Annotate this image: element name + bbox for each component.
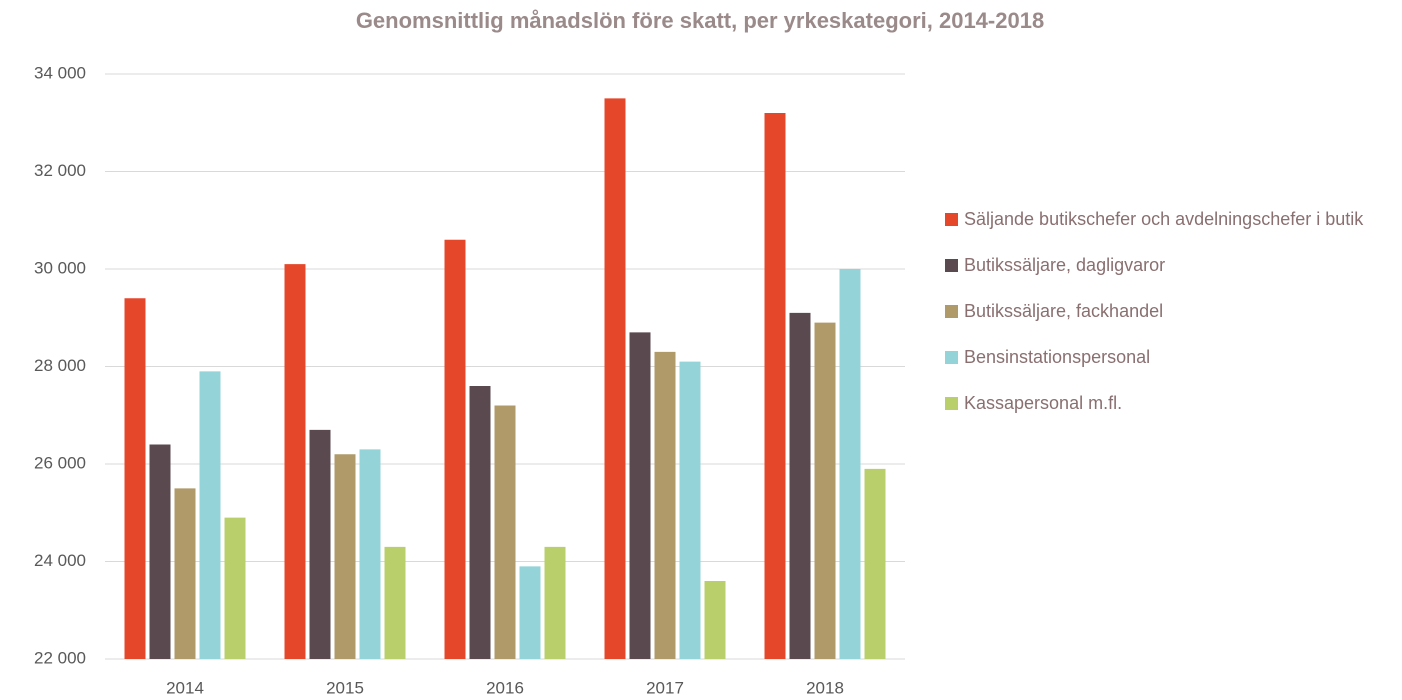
legend-swatch <box>945 351 958 364</box>
y-tick-label: 26 000 <box>34 453 86 472</box>
bar <box>334 454 356 659</box>
legend-swatch <box>945 305 958 318</box>
bar <box>384 546 406 659</box>
bar <box>814 322 836 659</box>
bar <box>494 405 516 659</box>
y-tick-label: 22 000 <box>34 648 86 667</box>
legend-item: Butikssäljare, dagligvaror <box>945 251 1385 279</box>
y-tick-label: 30 000 <box>34 258 86 277</box>
legend-item: Kassapersonal m.fl. <box>945 389 1385 417</box>
bar <box>704 581 726 659</box>
x-tick-label: 2015 <box>326 678 364 697</box>
bar <box>679 361 701 659</box>
bar <box>359 449 381 659</box>
x-tick-label: 2018 <box>806 678 844 697</box>
bar <box>654 351 676 659</box>
bar <box>149 444 171 659</box>
bar <box>174 488 196 659</box>
legend-label: Butikssäljare, fackhandel <box>964 301 1164 321</box>
legend-label: Kassapersonal m.fl. <box>964 393 1123 413</box>
bar <box>604 98 626 659</box>
bar <box>789 312 811 659</box>
legend-swatch <box>945 259 958 272</box>
bar <box>199 371 221 659</box>
x-tick-label: 2014 <box>166 678 204 697</box>
legend-label: Butikssäljare, dagligvaror <box>964 255 1166 275</box>
x-tick-label: 2016 <box>486 678 524 697</box>
legend: Säljande butikschefer och avdelningschef… <box>945 205 1385 435</box>
bar <box>839 269 861 659</box>
bar <box>469 386 491 659</box>
y-tick-label: 34 000 <box>34 63 86 82</box>
legend-item: Butikssäljare, fackhandel <box>945 297 1385 325</box>
bar <box>224 517 246 659</box>
bar <box>444 239 466 659</box>
bar <box>629 332 651 659</box>
bar <box>764 113 786 659</box>
legend-swatch <box>945 213 958 226</box>
bar <box>519 566 541 659</box>
y-tick-label: 32 000 <box>34 161 86 180</box>
bar <box>309 429 331 659</box>
bar <box>124 298 146 659</box>
legend-item: Bensinstationspersonal <box>945 343 1385 371</box>
bar <box>284 264 306 659</box>
legend-label: Bensinstationspersonal <box>964 347 1151 367</box>
x-tick-label: 2017 <box>646 678 684 697</box>
legend-item: Säljande butikschefer och avdelningschef… <box>945 205 1385 233</box>
bar <box>864 468 886 659</box>
chart-title: Genomsnittlig månadslön före skatt, per … <box>356 8 1044 33</box>
legend-swatch <box>945 397 958 410</box>
y-tick-label: 28 000 <box>34 356 86 375</box>
y-tick-label: 24 000 <box>34 551 86 570</box>
legend-label: Säljande butikschefer och avdelningschef… <box>964 209 1364 229</box>
bar <box>544 546 566 659</box>
